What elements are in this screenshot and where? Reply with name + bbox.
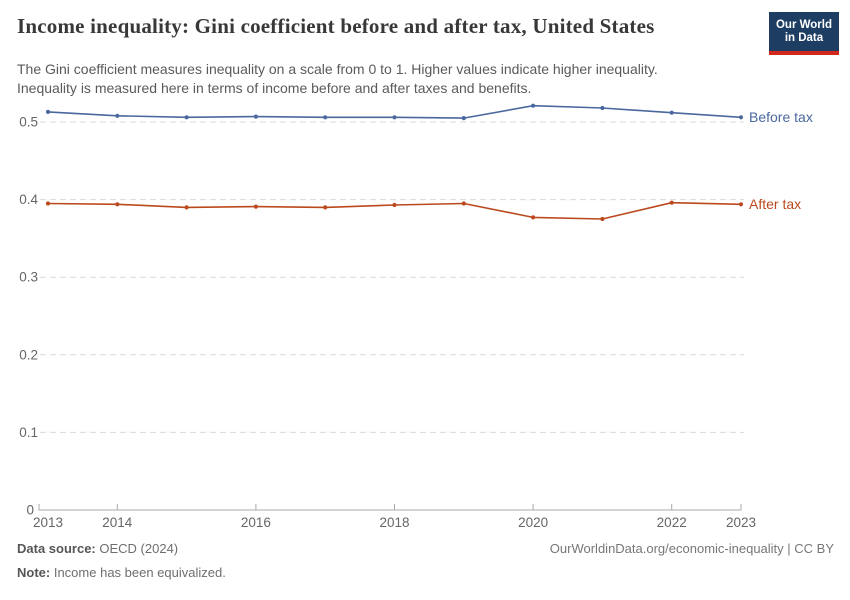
data-point <box>669 200 674 205</box>
chart-subtitle-line1: The Gini coefficient measures inequality… <box>17 61 658 77</box>
x-tick-label: 2014 <box>102 515 133 530</box>
x-tick-label: 2023 <box>726 515 756 530</box>
x-tick-label: 2013 <box>33 515 63 530</box>
data-point <box>323 205 328 210</box>
x-tick-label: 2016 <box>241 515 271 530</box>
y-tick-label: 0.4 <box>19 192 38 207</box>
y-tick-label: 0.1 <box>19 425 38 440</box>
owid-logo-line2: in Data <box>784 32 824 44</box>
data-source-line: Data source: OECD (2024) <box>17 541 226 556</box>
chart-subtitle: The Gini coefficient measures inequality… <box>17 60 757 98</box>
data-point <box>253 204 258 209</box>
note-line: Note: Income has been equivalized. <box>17 565 226 580</box>
data-point <box>738 115 744 120</box>
data-point <box>184 115 189 120</box>
x-tick-label: 2020 <box>518 515 548 530</box>
y-tick-label: 0.2 <box>19 347 38 362</box>
series-before-tax: Before tax <box>45 103 813 125</box>
y-tick-label: 0.3 <box>19 270 38 285</box>
x-tick-label: 2022 <box>657 515 687 530</box>
owid-logo: Our World in Data <box>768 12 839 55</box>
data-point <box>184 205 189 210</box>
data-point <box>461 116 466 121</box>
data-point <box>531 103 536 108</box>
owid-attribution-link[interactable]: OurWorldinData.org/economic-inequality |… <box>549 541 834 556</box>
y-tick-label: 0.5 <box>19 115 38 130</box>
data-point <box>461 201 466 206</box>
data-point <box>600 216 605 222</box>
note-label: Note: <box>17 565 51 580</box>
data-point <box>115 113 120 118</box>
line-chart: 0 0.1 0.2 0.3 0.4 0.5 2013 2014 2016 2018 2020 2022… <box>19 103 813 530</box>
owid-logo-line1: Our World <box>775 19 832 31</box>
data-source-label: Data source: <box>17 541 96 556</box>
series-after-tax: After tax <box>45 196 801 222</box>
data-point <box>531 215 536 220</box>
x-axis-line <box>38 504 742 511</box>
data-source-value: OECD (2024) <box>99 541 179 556</box>
data-point <box>115 202 120 207</box>
data-point <box>600 105 605 111</box>
note-value: Income has been equivalized. <box>53 565 226 580</box>
data-point <box>45 109 51 114</box>
chart-footer-left: Data source: OECD (2024) Note: Income ha… <box>17 541 226 589</box>
data-point <box>45 201 51 206</box>
x-axis: 2013 2014 2016 2018 2020 2022 2023 <box>33 504 756 530</box>
chart-subtitle-line2: Inequality is measured here in terms of … <box>17 80 532 96</box>
series-end-label: Before tax <box>749 109 813 125</box>
chart-title: Income inequality: Gini coefficient befo… <box>17 14 655 38</box>
data-point <box>323 115 328 120</box>
data-point <box>253 114 258 119</box>
data-point <box>392 202 397 208</box>
y-gridlines: 0 0.1 0.2 0.3 0.4 0.5 <box>19 115 744 518</box>
data-point <box>669 110 674 115</box>
y-tick-label: 0 <box>26 503 34 518</box>
x-tick-label: 2018 <box>379 515 409 530</box>
data-point <box>738 202 744 207</box>
series-end-label: After tax <box>749 196 801 212</box>
data-point <box>392 115 397 120</box>
